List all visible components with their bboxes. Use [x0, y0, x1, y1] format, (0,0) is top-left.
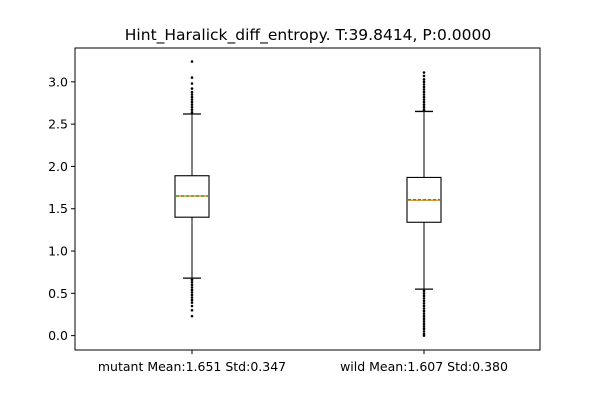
outlier-point	[190, 60, 194, 63]
outlier-point	[422, 88, 426, 91]
outlier-point	[422, 304, 426, 308]
outlier-point	[422, 312, 426, 315]
outlier-point	[422, 289, 426, 293]
outlier-point	[190, 95, 194, 99]
outlier-point	[422, 74, 426, 78]
outlier-point	[422, 294, 426, 298]
y-tick-label: 0.0	[48, 328, 68, 343]
plot-area: 0.0 0.5 1.0 1.5 2.0 2.5 3.0 mutant Mean:1.651 S…	[48, 60, 508, 374]
outlier-point	[190, 296, 194, 299]
outlier-point	[190, 301, 194, 304]
chart-title: Hint_Haralick_diff_entropy. T:39.8414, P…	[125, 26, 491, 45]
outlier-point	[190, 103, 194, 106]
outlier-point	[422, 325, 426, 328]
outlier-point	[190, 288, 194, 292]
y-tick-label: 0.5	[48, 286, 68, 301]
outlier-point	[190, 308, 194, 312]
outlier-point	[422, 319, 426, 323]
outlier-point	[190, 281, 194, 284]
outlier-point	[190, 87, 194, 90]
outlier-point	[422, 297, 426, 300]
outlier-point	[422, 77, 426, 81]
outlier-point	[190, 105, 194, 109]
outlier-point	[422, 103, 426, 106]
y-tick-label: 1.0	[48, 244, 68, 259]
outlier-point	[422, 330, 426, 333]
outlier-point	[190, 110, 194, 114]
outlier-point	[422, 83, 426, 86]
outlier-point	[190, 286, 194, 289]
outlier-point	[190, 278, 194, 282]
outlier-point	[422, 292, 426, 295]
y-tick-label: 2.0	[48, 159, 68, 174]
outlier-point	[422, 93, 426, 96]
outlier-point	[190, 82, 194, 85]
outlier-point	[190, 76, 194, 79]
outlier-point	[422, 309, 426, 313]
plot-frame	[74, 47, 541, 351]
outlier-point	[422, 80, 426, 84]
outlier-point	[190, 314, 194, 318]
outlier-point	[422, 95, 426, 99]
y-tick-label: 3.0	[48, 74, 68, 89]
outlier-point	[422, 334, 426, 337]
outlier-point	[190, 291, 194, 294]
outlier-point	[422, 90, 426, 94]
outlier-point	[190, 283, 194, 287]
outlier-point	[422, 108, 426, 112]
outlier-point	[422, 98, 426, 101]
outlier-point	[422, 317, 426, 321]
outlier-point	[190, 93, 194, 96]
x-category-label: wild Mean:1.607 Std:0.380	[340, 359, 508, 374]
outlier-point	[422, 299, 426, 303]
outlier-point	[190, 293, 194, 297]
outlier-point	[190, 304, 194, 308]
outlier-point	[190, 100, 194, 104]
outlier-point	[422, 322, 426, 326]
outlier-point	[422, 307, 426, 310]
outlier-point	[422, 105, 426, 109]
outlier-point	[190, 98, 194, 101]
y-tick-label: 2.5	[48, 117, 68, 132]
outlier-point	[422, 100, 426, 104]
outlier-point	[190, 108, 194, 112]
y-tick-label: 1.5	[48, 201, 68, 216]
outlier-point	[422, 314, 426, 318]
x-category-label: mutant Mean:1.651 Std:0.347	[98, 359, 286, 374]
outlier-point	[422, 327, 426, 331]
outlier-point	[190, 90, 194, 94]
outlier-point	[422, 302, 426, 305]
outlier-point	[422, 71, 426, 74]
outlier-point	[422, 85, 426, 89]
outlier-point	[190, 298, 194, 302]
